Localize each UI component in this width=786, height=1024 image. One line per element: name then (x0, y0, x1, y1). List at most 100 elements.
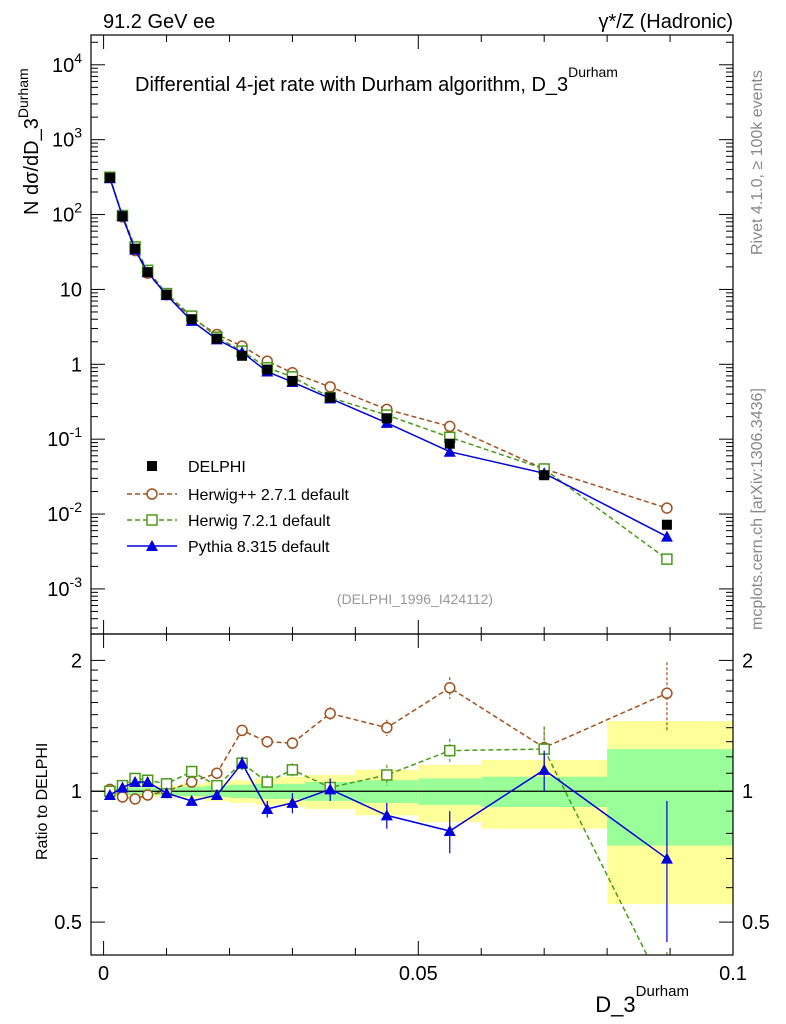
ratio-point (444, 682, 456, 694)
x-tick-label: 0.1 (719, 963, 747, 985)
data-point (661, 502, 673, 514)
legend-entry: Pythia 8.315 default (127, 539, 330, 556)
ratio-point (210, 789, 223, 801)
ratio-point (129, 776, 142, 788)
ratio-panel-series (103, 662, 673, 955)
ratio-point (261, 803, 274, 815)
ratio-point (324, 783, 337, 795)
ratio-panel-frame (90, 633, 734, 956)
data-point (104, 172, 115, 183)
y-axis-label-main-sup: Durham (15, 68, 31, 118)
legend-entry: DELPHI (147, 459, 246, 476)
legend-label: Herwig 7.2.1 default (188, 513, 331, 530)
legend-label: Herwig++ 2.7.1 default (188, 487, 350, 504)
data-point (381, 413, 392, 424)
y-tick-label-main: 104 (52, 50, 82, 77)
header-energy-label: 91.2 GeV ee (103, 11, 215, 33)
y-tick-label-main: 10-2 (47, 499, 82, 526)
chart-title-text: Differential 4-jet rate with Durham algo… (135, 74, 568, 96)
ratio-point (443, 825, 456, 837)
ratio-point (538, 763, 551, 775)
y-axis-label-main: N dσ/dD_3Durham (15, 68, 43, 215)
main-panel-series (103, 171, 673, 565)
analysis-id-label: (DELPHI_1996_I424112) (337, 591, 493, 607)
ratio-point (141, 789, 154, 801)
ratio-point (211, 767, 223, 779)
rivet-version-label: Rivet 4.1.0, ≥ 100k events (749, 70, 766, 255)
legend-marker (146, 514, 158, 526)
ratio-point (185, 794, 198, 806)
ratio-point (103, 789, 116, 801)
ratio-point (236, 724, 248, 737)
legend: DELPHI Herwig++ 2.7.1 default Herwig 7.2.1… (127, 459, 350, 556)
ratio-uncertainty-bands (91, 721, 733, 905)
ratio-point (324, 707, 336, 720)
x-tick-label: 0 (98, 963, 109, 985)
ratio-point (381, 769, 393, 781)
data-point (661, 553, 673, 565)
chart-title-sup: Durham (568, 64, 618, 80)
ratio-point (261, 735, 273, 748)
data-point (444, 438, 455, 449)
data-point (211, 333, 222, 344)
ratio-point (286, 796, 299, 808)
legend-entry: Herwig 7.2.1 default (127, 513, 331, 530)
y-tick-label-main: 102 (52, 200, 82, 227)
data-point (539, 470, 550, 481)
legend-label: DELPHI (188, 459, 246, 476)
y-tick-label-main: 10-3 (47, 574, 82, 601)
x-axis-label: D_3Durham (595, 983, 689, 1017)
ratio-point (116, 791, 129, 803)
data-point (287, 375, 298, 386)
header-process-label: γ*/Z (Hadronic) (599, 11, 733, 33)
ratio-point (661, 687, 673, 700)
x-axis-label-sup: Durham (636, 983, 689, 1000)
y-tick-label-ratio-right: 1 (742, 781, 753, 803)
y-tick-label-main: 10-1 (47, 424, 82, 451)
ratio-point (129, 793, 141, 805)
ratio-point (381, 721, 393, 734)
series-delphi (104, 172, 672, 530)
y-tick-label-ratio-right: 2 (742, 650, 753, 672)
ratio-point (141, 776, 154, 788)
data-point (161, 289, 172, 300)
data-point (660, 530, 673, 542)
legend-marker (147, 461, 157, 471)
legend-entry: Herwig++ 2.7.1 default (127, 487, 350, 504)
y-tick-label-ratio-left: 0.5 (54, 912, 82, 934)
ratio-point (185, 765, 198, 778)
legend-marker (146, 488, 158, 500)
y-tick-label-main: 1 (71, 354, 82, 376)
data-point (130, 243, 141, 254)
chart-title: Differential 4-jet rate with Durham algo… (135, 64, 618, 96)
ratio-point (116, 781, 129, 793)
ratio-series-pythia-8-315-default (103, 750, 673, 942)
ratio-band-inner (607, 749, 733, 846)
legend-label: Pythia 8.315 default (188, 539, 330, 556)
ratio-point (185, 776, 198, 788)
series-herwig-7-2-1-default (104, 171, 673, 565)
ratio-point (660, 852, 673, 864)
y-axis-label-ratio: Ratio to DELPHI (34, 743, 51, 860)
ratio-point (236, 757, 249, 769)
data-point (444, 420, 456, 433)
ratio-point (380, 809, 393, 821)
legend-marker (146, 540, 158, 551)
data-point (186, 314, 197, 325)
x-axis-label-text: D_3 (595, 992, 635, 1017)
ratio-point (286, 737, 299, 749)
series-line (109, 178, 668, 538)
data-point (324, 381, 336, 393)
data-point (237, 350, 248, 361)
ratio-point (444, 744, 456, 757)
y-tick-label-ratio-left: 1 (71, 781, 82, 803)
y-tick-label-ratio-right: 0.5 (742, 912, 770, 934)
data-point (262, 364, 273, 375)
ratio-point (160, 787, 173, 799)
data-point (142, 267, 153, 278)
x-tick-label: 0.05 (399, 963, 438, 985)
y-tick-label-main: 10 (60, 279, 82, 301)
data-point (443, 445, 456, 457)
